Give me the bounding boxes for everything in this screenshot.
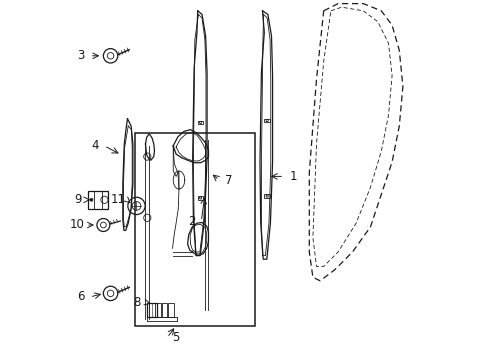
Text: 11: 11 bbox=[110, 193, 125, 206]
Bar bbox=[155, 303, 161, 317]
Text: 9: 9 bbox=[74, 193, 82, 206]
Text: 2: 2 bbox=[188, 215, 196, 228]
Bar bbox=[264, 119, 269, 122]
Text: 4: 4 bbox=[91, 139, 99, 152]
Text: 5: 5 bbox=[172, 331, 180, 344]
Text: 7: 7 bbox=[224, 174, 232, 186]
Bar bbox=[134, 133, 255, 326]
Bar bbox=[168, 303, 174, 317]
Bar bbox=[264, 194, 269, 198]
Bar bbox=[146, 303, 156, 317]
Bar bbox=[198, 196, 203, 200]
Text: 10: 10 bbox=[69, 219, 84, 231]
Bar bbox=[198, 121, 203, 124]
Circle shape bbox=[90, 198, 93, 201]
Text: 6: 6 bbox=[77, 291, 84, 303]
Text: 8: 8 bbox=[133, 296, 140, 309]
Text: 3: 3 bbox=[77, 49, 84, 62]
Text: 1: 1 bbox=[289, 170, 296, 183]
Bar bbox=[88, 191, 108, 209]
Bar bbox=[162, 303, 167, 317]
